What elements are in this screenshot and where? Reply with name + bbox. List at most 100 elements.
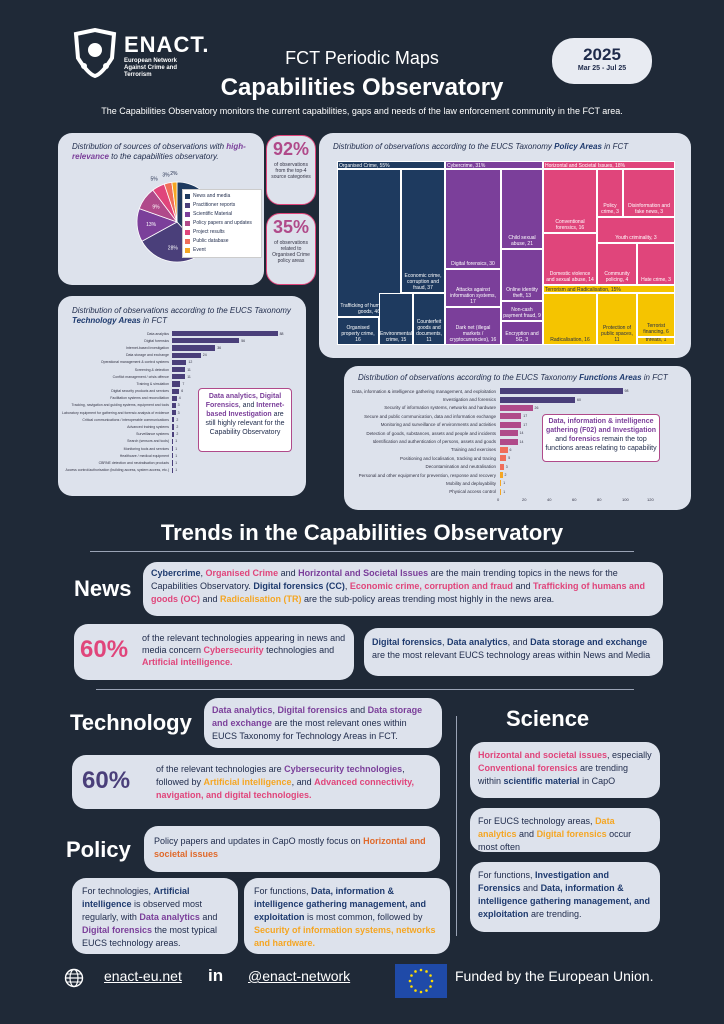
pie-legend-item: Policy papers and updates [185,219,259,228]
news-right-c: Data analytics [447,637,508,647]
news-card: Cybercrime, Organised Crime and Horizont… [143,562,663,616]
tech-callout-b: , and [238,402,257,409]
linkedin-icon[interactable]: in [208,966,224,985]
bar-value-label: 1 [175,446,178,451]
bar-category-label: Access control/authorisation (building a… [65,468,170,473]
tech-title-a: Distribution of observations according t… [72,306,291,315]
news-text-f: are the main trending topics in the news… [151,568,618,591]
news-pct-text-b: Cybersecurity [203,645,264,655]
tech-pct-card: 60% of the relevant technologies are Cyb… [72,755,440,809]
bar [172,410,176,416]
eu-star [425,989,428,992]
website-link[interactable]: enact-eu.net [104,968,182,984]
bar [172,438,174,444]
bar-value-label: 36 [217,345,222,350]
treemap-cell: Encryption and 5G, 3 [501,321,543,345]
treemap-group-header: Cybercrime, 31% [445,161,543,169]
tech-callout: Data analytics, Digital Forensics, and I… [198,388,292,452]
science-label: Science [506,706,590,731]
bar-category-label: Secure and public communication, data an… [364,413,496,419]
divider [90,551,634,552]
news-text-e: Horizontal and Societal Issues [298,568,429,578]
bar-category-label: Digital forensics [144,338,169,343]
bar-category-label: Healthcare / medical equipment [119,453,169,458]
news-right-d: , and [507,637,531,647]
news-text-g: Digital forensics (CC) [253,581,345,591]
news-text-m: Radicalisation (TR) [220,594,302,604]
bar-value-label: 3 [505,464,508,469]
eu-flag-icon [395,964,447,998]
bar [172,388,180,394]
bar-category-label: Monitoring tools and services [123,446,169,451]
bar-value-label: 3 [177,410,180,415]
bar-row: Identification and authentication of per… [350,437,680,445]
bar-value-label: 26 [534,405,539,410]
bar-row: Security of information systems, network… [350,404,680,412]
bar-category-label: Tracking, navigation and guiding systems… [71,403,169,408]
legend-label: Public database [193,238,229,244]
treemap-cell: Protection of public spaces, 11 [597,293,637,345]
func-title-b: Functions Areas [579,373,642,382]
bar-category-label: Investigation and forensics [442,397,496,403]
bar-row: Data, information & intelligence gatheri… [350,387,680,395]
treemap-cell: Conventional forensics, 16 [543,169,597,233]
bar-value-label: 14 [519,431,524,436]
tech-text-e: Data storage and exchange [212,705,423,728]
bar-category-label: Physical access control [449,489,496,495]
eu-star [429,985,432,988]
legend-label: Policy papers and updates [193,220,252,226]
bar-row: Tracking, navigation and guiding systems… [62,402,298,409]
bar-value-label: 11 [187,374,191,379]
bar-value-label: 56 [241,338,246,343]
policy-left-c: is observed most regularly, with [82,899,203,922]
news-text-i: Economic crime, corruption and fraud [349,581,513,591]
science-2-d: Digital forensics [536,829,607,839]
bar [500,446,508,453]
bar [172,374,186,380]
stat-1-value: 92% [272,139,310,159]
news-right-b: , [442,637,448,647]
bar-row: Mobility and deployability 1 [350,479,680,487]
bar [172,338,240,344]
bar-row: Secure and public communication, data an… [350,412,680,420]
intro-text: The Capabilities Observatory monitors th… [101,106,623,116]
bar [500,396,575,403]
bar-value-label: 2 [176,417,179,422]
tech-text-d: and [347,705,368,715]
bar-category-label: Data, information & intelligence gatheri… [352,388,496,394]
bar-category-label: Detection of goods, substances, assets a… [366,430,496,436]
linkedin-handle[interactable]: @enact-network [248,968,351,984]
tech-pct-text-b: Cybersecurity technologies [284,764,403,774]
science-1-d: are trending within [478,763,629,786]
pie-slice-label: 5% [151,177,159,183]
eu-star [410,974,413,977]
logo-text: ENACT. [124,32,210,57]
treemap-cell: Non-cash payment fraud, 9 [501,301,543,321]
func-callout: Data, information & intelligence gatheri… [542,414,660,462]
bar [172,453,174,459]
legend-label: News and media [193,193,231,199]
bar [172,402,176,409]
policy-right-c: is most common, followed by [304,912,423,922]
shield-logo-icon [73,28,117,78]
func-chart-title: Distribution of observations according t… [358,373,668,383]
bar-category-label: Positioning and localisation, tracking a… [399,455,496,461]
news-text-b: , [200,568,206,578]
bar-row: Positioning and localisation, tracking a… [350,454,680,462]
legend-swatch [185,194,190,199]
bar-category-label: Conflict management / crisis offence [112,374,169,379]
legend-swatch [185,203,190,208]
news-pct-value: 60% [80,636,129,663]
bar-row: Data storage and exchange 24 [62,352,298,359]
treemap-group-header: Horizontal and Societal Issues, 18% [543,161,675,169]
bar [172,381,181,387]
policy-right-card: For functions, Data, information & intel… [244,878,450,954]
science-3-e: are trending. [528,909,582,919]
bar [500,430,518,437]
bar-value-label: 7 [182,381,185,386]
divider [96,689,634,690]
pie-slice-label: 13% [146,222,157,228]
treemap-cell: Trafficking of humans and goods, 46 [337,169,401,317]
policy-left-f: Digital forensics [82,925,153,935]
legend-swatch [185,221,190,226]
